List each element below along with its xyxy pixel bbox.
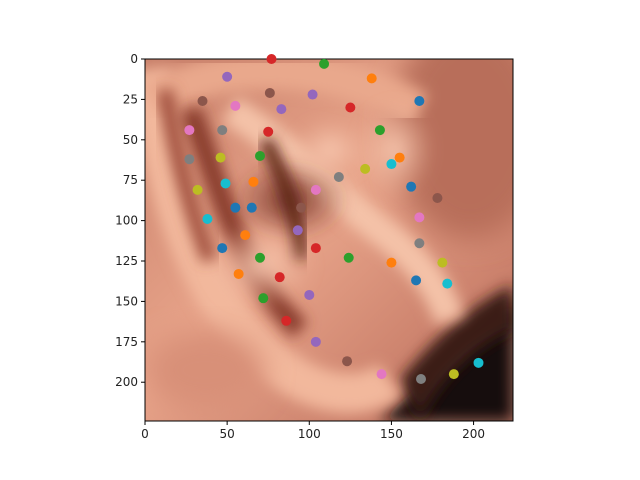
scatter-point (230, 202, 241, 213)
scatter-point (240, 230, 251, 241)
scatter-point (414, 212, 425, 223)
y-tick-label: 200 (115, 375, 138, 389)
scatter-point (310, 184, 321, 195)
scatter-point (276, 104, 287, 115)
plot-frame (144, 58, 514, 422)
scatter-point (197, 96, 208, 107)
scatter-points (184, 54, 484, 384)
scatter-point (376, 369, 387, 380)
ear-photo (145, 59, 513, 421)
scatter-point (307, 89, 318, 100)
scatter-point (217, 243, 228, 254)
scatter-point (366, 73, 377, 84)
x-axis: 0 50 100 150 200 (141, 421, 485, 441)
x-tick-label: 50 (220, 427, 235, 441)
scatter-point (448, 369, 459, 380)
scatter-point (192, 184, 203, 195)
scatter-point (233, 268, 244, 279)
scatter-point (333, 171, 344, 182)
scatter-point (258, 293, 269, 304)
y-tick-label: 150 (115, 294, 138, 308)
y-tick-label: 175 (115, 335, 138, 349)
scatter-point (386, 257, 397, 268)
scatter-point (360, 163, 371, 174)
y-tick-label: 75 (123, 173, 138, 187)
scatter-point (345, 102, 356, 113)
x-tick-label: 200 (462, 427, 485, 441)
scatter-point (296, 202, 307, 213)
scatter-point (220, 178, 231, 189)
x-tick-label: 100 (298, 427, 321, 441)
scatter-point (264, 87, 275, 98)
scatter-point (342, 356, 353, 367)
scatter-point (432, 192, 443, 203)
scatter-point (374, 125, 385, 136)
scatter-point (230, 100, 241, 111)
scatter-point (246, 202, 257, 213)
scatter-point (263, 126, 274, 137)
scatter-point (416, 373, 426, 384)
y-tick-label: 25 (123, 92, 138, 106)
scatter-point (414, 96, 425, 107)
scatter-point (411, 275, 422, 286)
scatter-point (266, 54, 277, 64)
scatter-point (215, 152, 226, 163)
scatter-point (281, 315, 292, 326)
y-tick-label: 0 (130, 52, 138, 66)
scatter-point (343, 252, 354, 263)
y-tick-label: 50 (123, 133, 138, 147)
scatter-point (319, 58, 330, 69)
scatter-point (248, 176, 259, 187)
y-tick-label: 100 (115, 214, 138, 228)
scatter-point (437, 257, 448, 268)
scatter-point (202, 213, 213, 224)
scatter-point (394, 152, 405, 163)
scatter-point (310, 243, 321, 254)
x-tick-label: 0 (141, 427, 149, 441)
scatter-point (473, 357, 484, 368)
scatter-point (217, 125, 228, 136)
scatter-point (292, 225, 303, 236)
scatter-point (184, 154, 195, 165)
scatter-point (310, 336, 321, 347)
scatter-point (255, 150, 265, 161)
y-axis: 0 25 50 75 100 125 150 175 200 (115, 52, 145, 389)
scatter-point (386, 159, 397, 170)
scatter-point (304, 289, 315, 300)
y-tick-label: 125 (115, 254, 138, 268)
scatter-point (222, 71, 233, 82)
scatter-point (414, 238, 425, 249)
scatter-point (406, 181, 417, 192)
scatter-point (184, 125, 195, 136)
scatter-point (255, 252, 265, 263)
x-tick-label: 150 (380, 427, 403, 441)
scatter-point (442, 278, 453, 289)
scatter-point (274, 272, 285, 283)
